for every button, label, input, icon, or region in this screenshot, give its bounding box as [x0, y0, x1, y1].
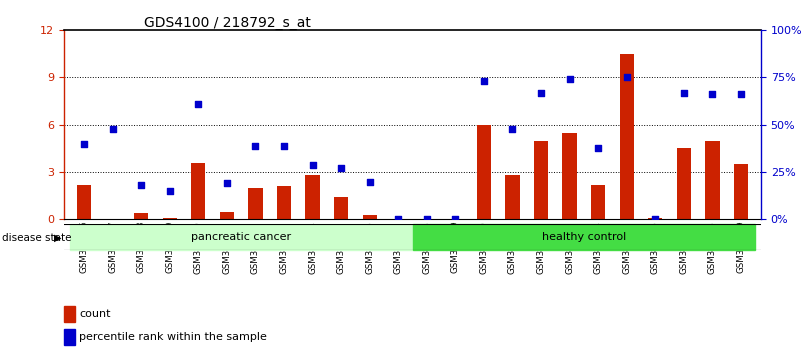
Point [678, 90, 690, 96]
Text: disease state: disease state [2, 233, 71, 243]
Point [449, 217, 461, 222]
Bar [413, 224, 755, 250]
Point [364, 179, 376, 184]
Bar [705, 141, 719, 219]
Point [563, 76, 576, 82]
Point [335, 166, 348, 171]
Bar [163, 218, 177, 219]
Point [477, 78, 490, 84]
Bar [505, 175, 520, 219]
Point [706, 92, 718, 97]
Bar [363, 215, 376, 219]
Bar [334, 198, 348, 219]
Text: ▶: ▶ [54, 233, 62, 243]
Bar [277, 186, 291, 219]
Point [107, 126, 119, 131]
Point [506, 126, 519, 131]
Bar [677, 148, 691, 219]
Text: percentile rank within the sample: percentile rank within the sample [79, 332, 268, 342]
Point [163, 188, 176, 194]
Text: GDS4100 / 218792_s_at: GDS4100 / 218792_s_at [144, 16, 311, 30]
Point [534, 90, 547, 96]
Text: healthy control: healthy control [541, 232, 626, 242]
Point [278, 143, 291, 148]
Text: count: count [79, 309, 111, 319]
Point [421, 217, 433, 222]
Bar [477, 125, 491, 219]
Bar [191, 162, 205, 219]
Point [306, 162, 319, 167]
Bar [591, 185, 606, 219]
Bar [734, 164, 748, 219]
Bar [134, 213, 148, 219]
Point [78, 141, 91, 147]
Bar [562, 133, 577, 219]
Text: pancreatic cancer: pancreatic cancer [191, 232, 292, 242]
Bar [248, 188, 263, 219]
Point [735, 92, 747, 97]
Bar [219, 212, 234, 219]
Bar [305, 175, 320, 219]
Point [192, 101, 205, 107]
Point [249, 143, 262, 148]
Bar [64, 329, 75, 345]
Bar [70, 224, 413, 250]
Point [220, 181, 233, 186]
Bar [648, 218, 662, 219]
Point [620, 75, 633, 80]
Bar [77, 185, 91, 219]
Bar [64, 306, 75, 321]
Point [592, 145, 605, 150]
Point [135, 183, 147, 188]
Bar [620, 54, 634, 219]
Point [392, 217, 405, 222]
Point [649, 217, 662, 222]
Bar [534, 141, 548, 219]
